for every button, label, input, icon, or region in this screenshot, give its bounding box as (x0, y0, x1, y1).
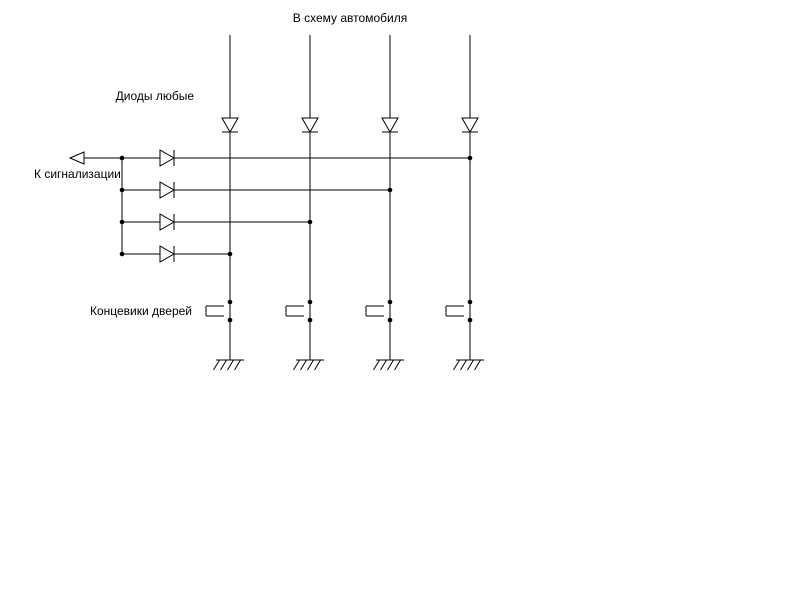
label-diodes: Диоды любые (116, 89, 195, 103)
label-alarm: К сигнализации (34, 167, 121, 181)
label-top: В схему автомобиля (293, 11, 407, 25)
label-switches: Концевики дверей (90, 304, 192, 318)
